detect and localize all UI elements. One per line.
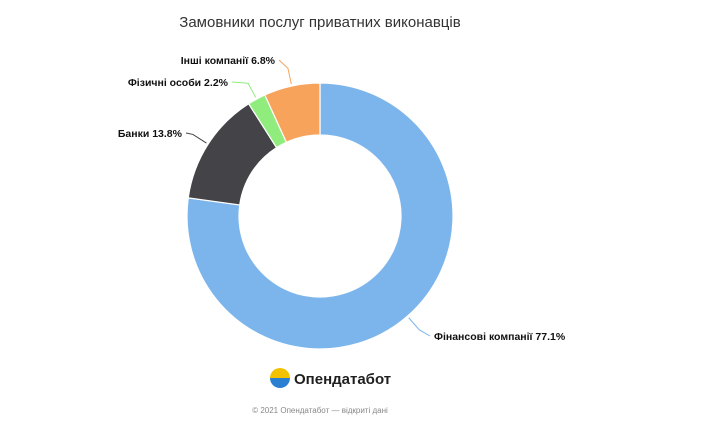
label-connectors (185, 59, 431, 337)
footer-copyright: © 2021 Опендатабот — відкриті дані (252, 406, 388, 415)
slice-label-banks: Банки 13.8% (118, 128, 183, 140)
logo-text: Опендатабот (294, 371, 391, 388)
logo-icon-bottom-half (270, 378, 290, 388)
leader-other-companies (278, 59, 292, 85)
slice-other-companies[interactable] (264, 82, 321, 144)
chart-title: Замовники послуг приватних виконавців (179, 14, 460, 31)
donut-slices (186, 82, 454, 350)
slice-financial-companies[interactable] (186, 82, 454, 350)
slice-label-financial-companies: Фінансові компанії 77.1% (434, 331, 566, 343)
opendatabot-logo: Опендатабот (270, 368, 391, 388)
leader-financial-companies (408, 317, 431, 337)
slice-label-other-companies: Інші компанії 6.8% (181, 55, 276, 67)
slice-label-individuals: Фізичні особи 2.2% (128, 77, 229, 89)
leader-individuals (231, 81, 257, 98)
leader-banks (185, 132, 207, 144)
logo-icon-top-half (270, 368, 290, 378)
opendatabot-logo-icon (270, 368, 290, 388)
